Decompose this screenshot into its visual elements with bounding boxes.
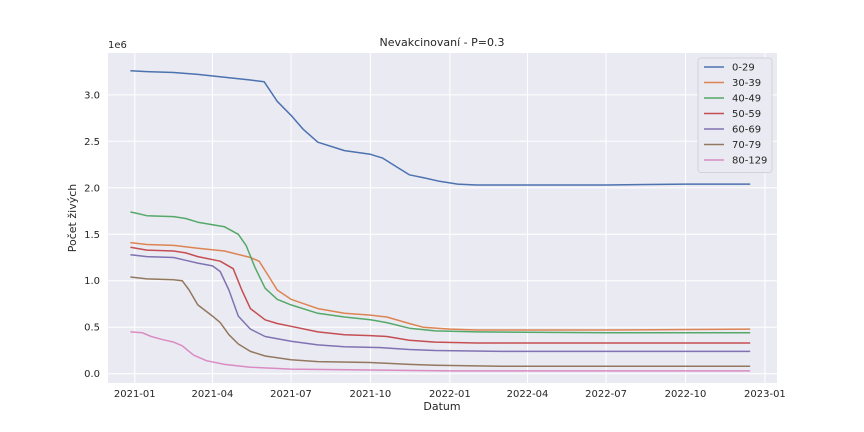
- x-tick-label: 2021-04: [192, 389, 234, 400]
- chart-title: Nevakcinovaní - P=0.3: [379, 36, 504, 49]
- y-tick-label: 0.5: [84, 323, 100, 334]
- x-tick-label: 2023-01: [744, 389, 786, 400]
- x-axis-label: Datum: [423, 400, 460, 413]
- y-tick-label: 2.5: [84, 137, 100, 148]
- y-tick-label: 3.0: [84, 90, 100, 101]
- series-line-60-69: [130, 253, 751, 353]
- legend-label: 80-129: [732, 156, 767, 167]
- y-tick-label: 0.0: [84, 369, 100, 380]
- legend-label: 70-79: [732, 140, 761, 151]
- legend-label: 30-39: [732, 78, 761, 89]
- y-axis-label: Počet živých: [66, 184, 79, 252]
- series-line-40-49: [130, 211, 751, 334]
- series-line-50-59: [130, 246, 751, 344]
- x-tick-label: 2022-10: [665, 389, 707, 400]
- y-axis-ticks: 0.0 0.5 1.0 1.5 2.0 2.5 3.0: [84, 90, 100, 380]
- series-line-0-29: [130, 69, 751, 186]
- series-lines: [130, 69, 751, 372]
- series-line-30-39: [130, 241, 751, 331]
- y-axis-offset-label: 1e6: [108, 40, 127, 51]
- x-tick-label: 2022-01: [429, 389, 471, 400]
- y-tick-label: 1.0: [84, 276, 100, 287]
- x-tick-label: 2022-04: [507, 389, 549, 400]
- x-tick-label: 2021-10: [350, 389, 392, 400]
- x-tick-label: 2021-07: [270, 389, 312, 400]
- legend-label: 60-69: [732, 125, 761, 136]
- legend-label: 40-49: [732, 94, 761, 105]
- series-line-70-79: [130, 276, 751, 368]
- x-axis-ticks: 2021-01 2021-04 2021-07 2021-10 2022-01 2022-…: [114, 389, 786, 400]
- legend-label: 0-29: [732, 63, 755, 74]
- series-line-80-129: [130, 331, 751, 372]
- legend: 0-29 30-39 40-49 50-59 60-69 70-79 80-129: [697, 57, 773, 173]
- x-tick-label: 2022-07: [585, 389, 627, 400]
- y-tick-label: 1.5: [84, 230, 100, 241]
- legend-label: 50-59: [732, 109, 761, 120]
- x-tick-label: 2021-01: [114, 389, 156, 400]
- y-tick-label: 2.0: [84, 183, 100, 194]
